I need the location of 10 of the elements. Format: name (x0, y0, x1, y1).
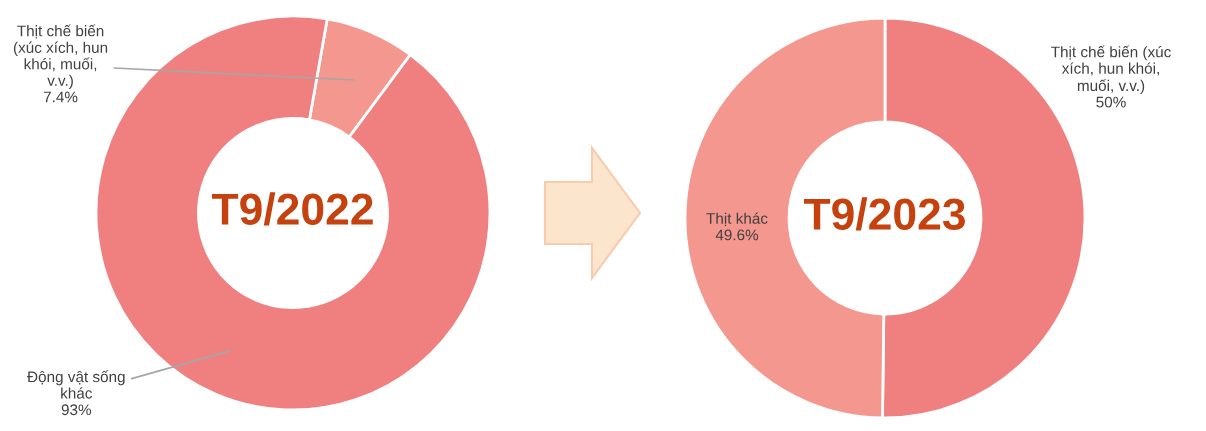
slice-label: Động vật sống khác (27, 370, 125, 399)
data-label: 50% (1096, 96, 1126, 108)
slice-label: Thịt chế biến (xúc xích, hun khói, muối, v.v.) (13, 24, 108, 89)
data-label: 93% (61, 404, 92, 416)
data-label: 49.6% (715, 229, 759, 241)
slice-label: Thịt chế biến (xúc xích, hun khói, muối, v.v.) (1051, 45, 1171, 95)
data-label: 7.4% (43, 91, 78, 103)
slice-label: Thịt khác (706, 212, 768, 227)
text: T9/2023 (803, 197, 965, 231)
text: T9/2022 (211, 192, 373, 226)
